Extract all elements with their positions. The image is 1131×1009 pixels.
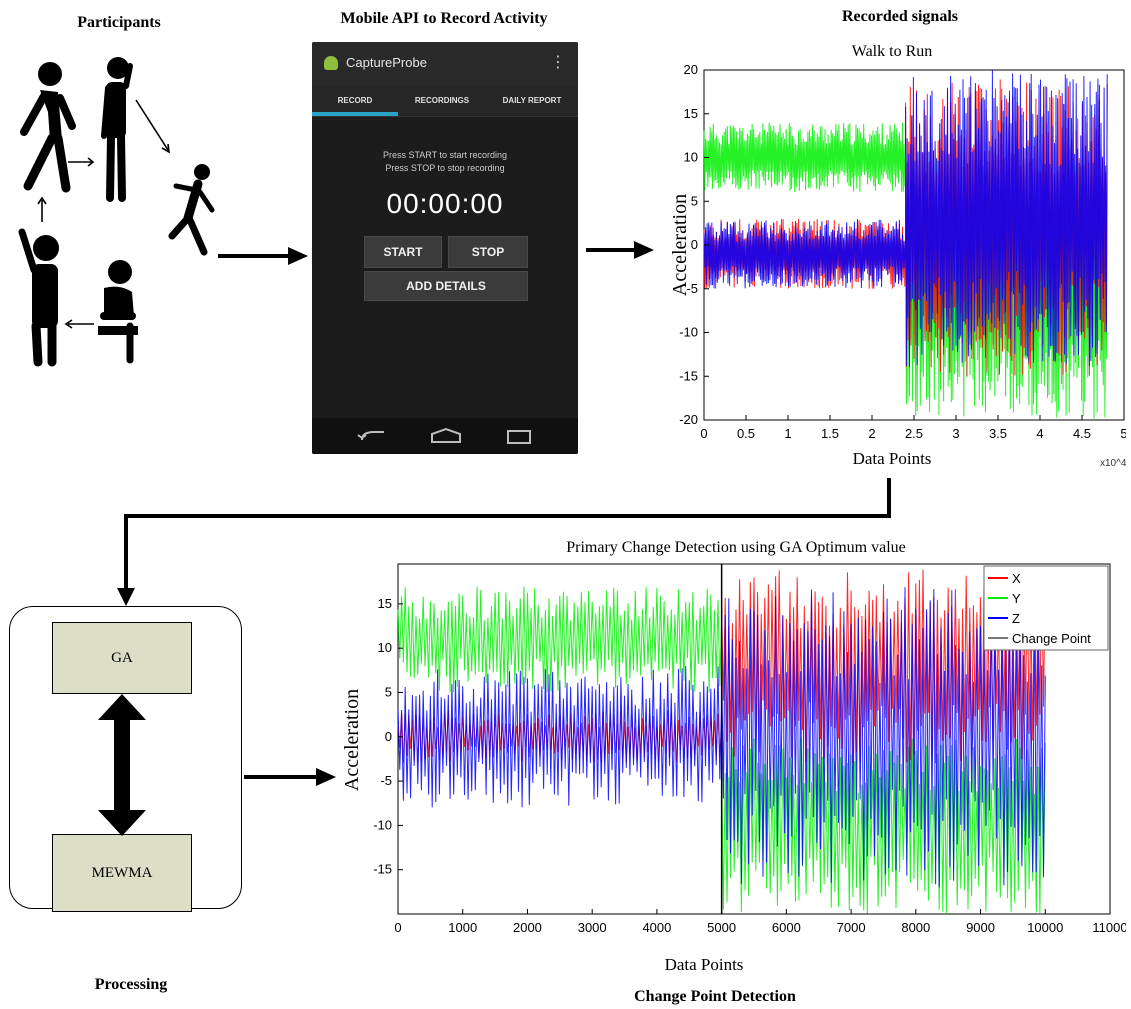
x-tick-label: 5000 (707, 920, 736, 935)
processing-title: Processing (95, 976, 168, 994)
x-tick-label: 4.5 (1073, 426, 1091, 441)
x-tick-label: 7000 (837, 920, 866, 935)
tab-daily-report[interactable]: DAILY REPORT (486, 86, 578, 116)
add-details-button[interactable]: ADD DETAILS (364, 271, 528, 301)
overflow-menu-icon[interactable]: ⋮ (550, 54, 566, 70)
chart1-xlabel: Data Points (853, 449, 932, 468)
x-tick-label: 0.5 (737, 426, 755, 441)
y-tick-label: 20 (684, 62, 698, 77)
walking-person-icon (24, 62, 72, 188)
x-tick-label: 10000 (1027, 920, 1063, 935)
active-tab-indicator (312, 112, 398, 116)
legend-label-cp: Change Point (1012, 631, 1091, 646)
chart2-ylabel: Acceleration (341, 689, 363, 791)
home-icon[interactable] (432, 429, 460, 442)
x-tick-label: 4000 (642, 920, 671, 935)
recent-apps-icon[interactable] (508, 431, 530, 443)
legend-label-y: Y (1012, 591, 1021, 606)
x-tick-label: 11000 (1092, 920, 1126, 935)
running-person-icon (172, 164, 212, 252)
chart1-x-multiplier: x10^4 (1100, 458, 1126, 469)
walk-to-run-chart: Walk to Run 0 0.5 1 1.5 2 2.5 3 3.5 4 4.5 5 20 15 10 5… (660, 30, 1126, 480)
x-tick-label: 2 (868, 426, 875, 441)
hint-stop-text: Press STOP to stop recording (312, 163, 578, 173)
sitting-person-icon (98, 260, 138, 360)
android-icon (324, 56, 338, 70)
mobile-api-title: Mobile API to Record Activity (340, 10, 547, 28)
legend-label-x: X (1012, 571, 1021, 586)
waving-person-icon (22, 232, 59, 362)
y-tick-label: 10 (684, 150, 698, 165)
x-tick-label: 1 (784, 426, 791, 441)
y-tick-label: 0 (691, 237, 698, 252)
back-icon[interactable] (358, 432, 384, 440)
x-tick-label: 2.5 (905, 426, 923, 441)
phone-screen: CaptureProbe ⋮ RECORD RECORDINGS DAILY R… (312, 42, 578, 454)
app-name: CaptureProbe (346, 55, 427, 70)
mewma-box: MEWMA (52, 834, 192, 912)
x-tick-label: 1.5 (821, 426, 839, 441)
x-tick-label: 1000 (448, 920, 477, 935)
x-tick-label: 4 (1036, 426, 1043, 441)
recording-timer: 00:00:00 (312, 188, 578, 220)
x-tick-label: 2000 (513, 920, 542, 935)
chart2-title: Primary Change Detection using GA Optimu… (566, 539, 906, 556)
ga-mewma-double-arrow (94, 694, 150, 836)
y-tick-label: 15 (378, 596, 392, 611)
change-detection-title: Change Point Detection (634, 988, 796, 1006)
x-tick-label: 0 (394, 920, 401, 935)
app-bar: CaptureProbe ⋮ (312, 42, 578, 86)
y-tick-label: 5 (691, 193, 698, 208)
y-tick-label: 0 (385, 729, 392, 744)
participants-title: Participants (77, 14, 161, 32)
android-nav-bar (312, 418, 578, 454)
chart2-xlabel: Data Points (665, 955, 744, 974)
x-tick-label: 3000 (578, 920, 607, 935)
calling-person-icon (104, 57, 130, 198)
ga-box: GA (52, 622, 192, 694)
stop-button[interactable]: STOP (448, 236, 528, 268)
y-tick-label: 5 (385, 684, 392, 699)
x-tick-label: 3 (952, 426, 959, 441)
y-tick-label: -15 (679, 368, 698, 383)
y-tick-label: -15 (373, 862, 392, 877)
x-tick-label: 3.5 (989, 426, 1007, 441)
chart1-title: Walk to Run (852, 43, 932, 60)
legend-label-z: Z (1012, 611, 1020, 626)
recorded-signals-title: Recorded signals (842, 8, 958, 26)
tab-recordings[interactable]: RECORDINGS (398, 86, 486, 116)
y-tick-label: 10 (378, 640, 392, 655)
y-tick-label: -10 (373, 817, 392, 832)
hint-start-text: Press START to start recording (312, 150, 578, 160)
y-tick-label: -5 (380, 773, 392, 788)
chart2-legend: XYZ Change Point (984, 566, 1108, 650)
x-tick-label: 8000 (901, 920, 930, 935)
y-tick-label: -20 (679, 412, 698, 427)
y-tick-label: -10 (679, 325, 698, 340)
start-button[interactable]: START (364, 236, 442, 268)
x-tick-label: 0 (700, 426, 707, 441)
change-detection-chart: Primary Change Detection using GA Optimu… (336, 530, 1126, 980)
x-tick-label: 5 (1120, 426, 1126, 441)
participants-illustration (0, 40, 215, 380)
y-tick-label: 15 (684, 106, 698, 121)
x-tick-label: 6000 (772, 920, 801, 935)
chart1-ylabel: Acceleration (669, 194, 691, 296)
x-tick-label: 9000 (966, 920, 995, 935)
